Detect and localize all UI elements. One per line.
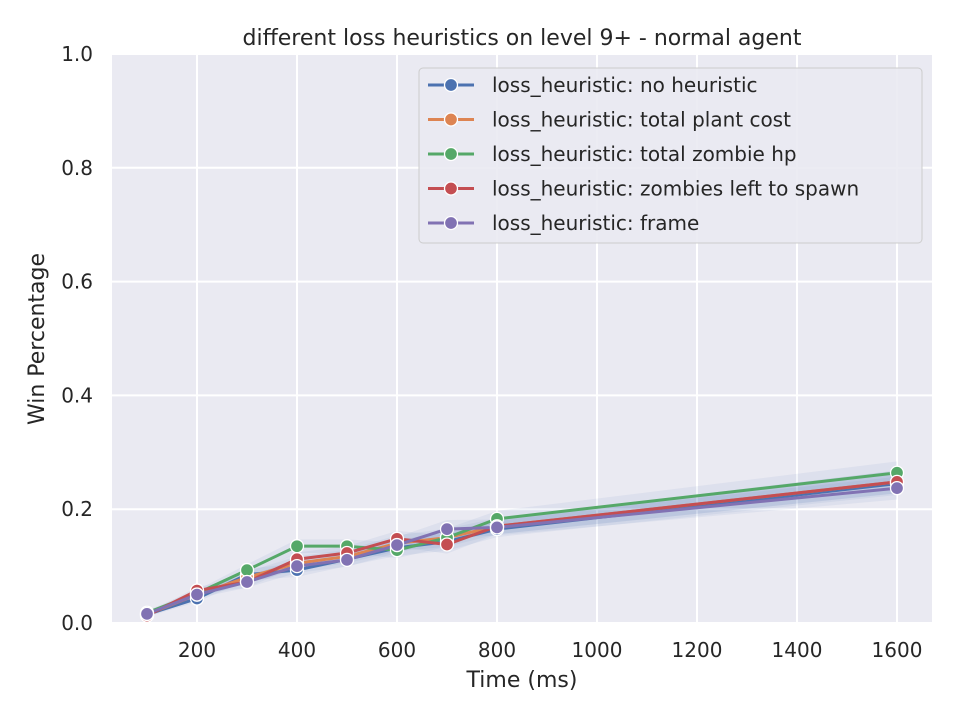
- data-point: [189, 587, 205, 602]
- data-point: [239, 574, 255, 590]
- legend: loss_heuristic: no heuristic loss_heurist…: [418, 67, 923, 244]
- y-tick-label: 0.6: [61, 270, 93, 294]
- y-tick-label: 0.0: [61, 611, 93, 635]
- series-points: [139, 465, 905, 623]
- legend-marker: [443, 112, 459, 127]
- legend-label: loss_heuristic: no heuristic: [492, 73, 758, 97]
- data-point: [889, 480, 905, 496]
- y-tick-label: 0.4: [61, 383, 93, 407]
- data-point: [139, 606, 155, 622]
- x-tick-label: 1400: [772, 638, 823, 662]
- legend-label: loss_heuristic: total plant cost: [492, 108, 791, 132]
- y-tick-label: 0.2: [61, 497, 93, 521]
- legend-marker: [443, 146, 459, 162]
- data-point: [339, 552, 355, 567]
- x-axis-ticks: 200 400 600 800 1000 1200 1400 1600: [178, 638, 923, 662]
- data-point: [489, 520, 505, 535]
- data-point: [239, 562, 255, 578]
- y-axis-ticks: 0.0 0.2 0.4 0.6 0.8 1.0: [61, 42, 93, 635]
- data-point: [289, 558, 305, 574]
- legend-label: loss_heuristic: frame: [492, 211, 699, 235]
- confidence-band: [147, 461, 897, 616]
- x-tick-label: 200: [178, 638, 216, 662]
- legend-marker: [443, 215, 459, 231]
- x-tick-label: 1600: [872, 638, 923, 662]
- x-tick-label: 400: [278, 638, 316, 662]
- x-axis-title: Time (ms): [466, 668, 578, 693]
- legend-marker: [443, 181, 459, 196]
- legend-marker: [443, 77, 459, 93]
- y-tick-label: 1.0: [61, 42, 93, 66]
- data-point: [289, 539, 305, 554]
- x-tick-label: 1000: [572, 638, 623, 662]
- y-axis-title: Win Percentage: [25, 253, 50, 425]
- confidence-band: [147, 476, 897, 617]
- data-point: [439, 521, 455, 537]
- data-point: [439, 537, 455, 552]
- confidence-band: [147, 472, 897, 617]
- x-tick-label: 1200: [672, 638, 723, 662]
- chart-title: different loss heuristics on level 9+ - …: [243, 26, 802, 51]
- x-tick-label: 800: [478, 638, 516, 662]
- legend-box: [418, 67, 923, 244]
- legend-label: loss_heuristic: total zombie hp: [492, 142, 797, 166]
- data-point: [389, 537, 405, 553]
- y-tick-label: 0.8: [61, 156, 93, 180]
- x-tick-label: 600: [378, 638, 416, 662]
- legend-label: loss_heuristic: zombies left to spawn: [492, 177, 859, 201]
